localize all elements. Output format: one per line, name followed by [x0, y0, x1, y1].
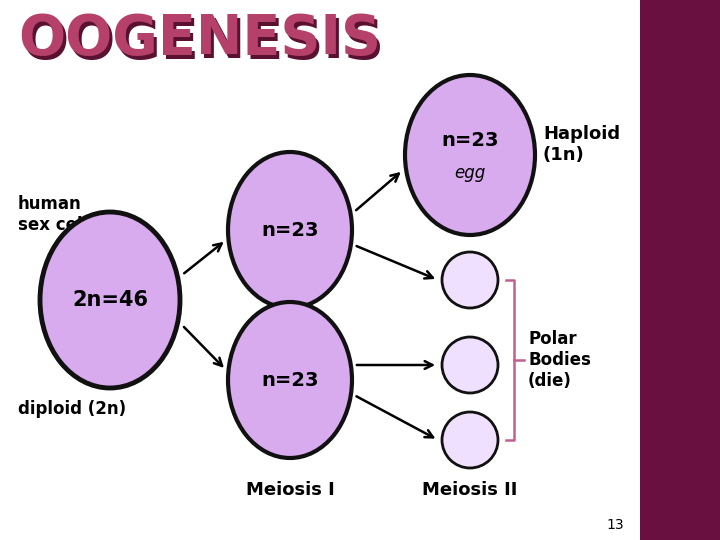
Circle shape: [442, 337, 498, 393]
Bar: [640, 0, 720, 540]
Text: Meiosis II: Meiosis II: [423, 481, 518, 499]
Ellipse shape: [228, 302, 352, 458]
Text: OOGENESIS: OOGENESIS: [21, 16, 384, 70]
Circle shape: [442, 412, 498, 468]
Text: 2n=46: 2n=46: [72, 290, 148, 310]
Text: n=23: n=23: [441, 132, 499, 151]
Text: Polar
Bodies
(die): Polar Bodies (die): [528, 330, 591, 390]
Ellipse shape: [405, 75, 535, 235]
Text: OOGENESIS: OOGENESIS: [18, 12, 381, 66]
Text: Haploid
(1n): Haploid (1n): [543, 125, 620, 164]
Text: human
sex cell: human sex cell: [18, 195, 89, 234]
Ellipse shape: [40, 212, 180, 388]
Text: n=23: n=23: [261, 370, 319, 389]
Text: diploid (2n): diploid (2n): [18, 400, 126, 418]
Circle shape: [442, 252, 498, 308]
Text: 13: 13: [606, 518, 624, 532]
Text: Meiosis I: Meiosis I: [246, 481, 334, 499]
Text: n=23: n=23: [261, 220, 319, 240]
Ellipse shape: [228, 152, 352, 308]
Text: egg: egg: [454, 164, 485, 182]
